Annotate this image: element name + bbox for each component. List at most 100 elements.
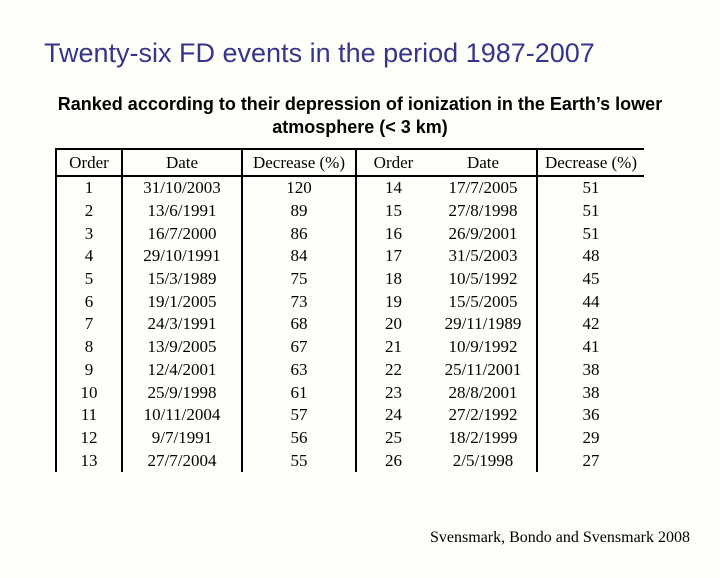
order-cell: 17 xyxy=(385,246,402,266)
header-date-right: Date xyxy=(430,148,538,177)
date-cell: 27/7/2004 xyxy=(122,449,243,472)
table-row: 4 29/10/1991 84 17 31/5/2003 48 xyxy=(55,245,644,268)
date-cell: 24/3/1991 xyxy=(122,313,243,336)
header-decrease-right: Decrease (%) xyxy=(537,148,644,177)
decrease-cell: 63 xyxy=(242,358,357,382)
table-row: 10 25/9/1998 61 23 28/8/2001 38 xyxy=(55,381,644,404)
order-cell: 23 xyxy=(385,382,402,402)
decrease-cell: 67 xyxy=(242,335,357,359)
date-cell: 13/9/2005 xyxy=(122,335,243,359)
order-cell: 18 xyxy=(385,269,402,289)
date-cell: 27/2/1992 xyxy=(430,403,538,427)
decrease-cell: 68 xyxy=(242,313,357,336)
date-cell: 15/5/2005 xyxy=(430,290,538,314)
date-cell: 17/7/2005 xyxy=(430,176,538,200)
decrease-cell: 38 xyxy=(582,382,600,402)
order-cell: 22 xyxy=(385,359,402,379)
header-order-left: Order xyxy=(55,148,123,177)
decrease-cell: 51 xyxy=(582,223,600,243)
subtitle-line-2: atmosphere (< 3 km) xyxy=(272,117,448,137)
decrease-cell: 41 xyxy=(582,337,600,357)
order-cell: 11 xyxy=(55,403,123,427)
table-row: 8 13/9/2005 67 21 10/9/1992 41 xyxy=(55,335,644,359)
subtitle-line-1: Ranked according to their depression of … xyxy=(57,94,663,114)
order-cell: 1 xyxy=(55,176,123,200)
order-cell: 24 xyxy=(385,405,402,425)
order-cell: 3 xyxy=(55,222,123,246)
date-cell: 25/11/2001 xyxy=(430,358,538,382)
table-row: 13 27/7/2004 55 26 2/5/1998 27 xyxy=(55,449,644,472)
decrease-cell: 38 xyxy=(582,359,600,379)
date-cell: 31/10/2003 xyxy=(122,176,243,200)
fd-events-table: Order Date Decrease (%) Order Date Decre… xyxy=(55,148,644,472)
date-cell: 12/4/2001 xyxy=(122,358,243,382)
decrease-cell: 75 xyxy=(242,267,357,291)
table-row: 2 13/6/1991 89 15 27/8/1998 51 xyxy=(55,199,644,223)
order-cell: 26 xyxy=(385,450,402,470)
order-cell: 10 xyxy=(55,381,123,404)
order-cell: 9 xyxy=(55,358,123,382)
order-cell: 14 xyxy=(385,178,402,198)
decrease-cell: 120 xyxy=(242,176,357,200)
date-cell: 26/9/2001 xyxy=(430,222,538,246)
table-body: 1 31/10/2003 120 14 17/7/2005 51 2 13/6/… xyxy=(55,176,644,472)
date-cell: 16/7/2000 xyxy=(122,222,243,246)
decrease-cell: 55 xyxy=(242,449,357,472)
decrease-cell: 89 xyxy=(242,199,357,223)
order-cell: 7 xyxy=(55,313,123,336)
order-cell: 16 xyxy=(385,223,402,243)
table-row: 11 10/11/2004 57 24 27/2/1992 36 xyxy=(55,403,644,427)
header-date-left: Date xyxy=(122,148,243,177)
slide-title: Twenty-six FD events in the period 1987-… xyxy=(44,38,595,68)
date-cell: 29/11/1989 xyxy=(430,313,538,336)
table-row: 3 16/7/2000 86 16 26/9/2001 51 xyxy=(55,222,644,246)
date-cell: 18/2/1999 xyxy=(430,426,538,450)
table-row: 6 19/1/2005 73 19 15/5/2005 44 xyxy=(55,290,644,314)
order-cell: 12 xyxy=(55,426,123,450)
date-cell: 27/8/1998 xyxy=(430,199,538,223)
date-cell: 10/5/1992 xyxy=(430,267,538,291)
decrease-cell: 44 xyxy=(582,291,600,311)
table-row: 5 15/3/1989 75 18 10/5/1992 45 xyxy=(55,267,644,291)
date-cell: 31/5/2003 xyxy=(430,245,538,268)
slide-subtitle: Ranked according to their depression of … xyxy=(0,93,720,139)
decrease-cell: 56 xyxy=(242,426,357,450)
decrease-cell: 61 xyxy=(242,381,357,404)
order-cell: 2 xyxy=(55,199,123,223)
order-cell: 5 xyxy=(55,267,123,291)
header-decrease-left: Decrease (%) xyxy=(242,148,357,177)
order-cell: 19 xyxy=(385,291,402,311)
order-cell: 25 xyxy=(385,427,402,447)
decrease-cell: 27 xyxy=(582,450,600,470)
decrease-cell: 29 xyxy=(582,427,600,447)
order-cell: 13 xyxy=(55,449,123,472)
decrease-cell: 84 xyxy=(242,245,357,268)
date-cell: 19/1/2005 xyxy=(122,290,243,314)
order-cell: 4 xyxy=(55,245,123,268)
table-row: 12 9/7/1991 56 25 18/2/1999 29 xyxy=(55,426,644,450)
decrease-cell: 51 xyxy=(582,178,600,198)
date-cell: 13/6/1991 xyxy=(122,199,243,223)
date-cell: 10/9/1992 xyxy=(430,335,538,359)
table-row: 1 31/10/2003 120 14 17/7/2005 51 xyxy=(55,176,644,200)
order-cell: 21 xyxy=(385,337,402,357)
decrease-cell: 45 xyxy=(582,269,600,289)
order-cell: 6 xyxy=(55,290,123,314)
order-cell: 20 xyxy=(385,314,402,334)
table-row: 9 12/4/2001 63 22 25/11/2001 38 xyxy=(55,358,644,382)
decrease-cell: 42 xyxy=(582,314,600,334)
date-cell: 28/8/2001 xyxy=(430,381,538,404)
citation: Svensmark, Bondo and Svensmark 2008 xyxy=(430,529,690,546)
decrease-cell: 73 xyxy=(242,290,357,314)
date-cell: 10/11/2004 xyxy=(122,403,243,427)
date-cell: 2/5/1998 xyxy=(430,449,538,472)
date-cell: 15/3/1989 xyxy=(122,267,243,291)
header-order-right: Order xyxy=(356,148,430,177)
table-row: 7 24/3/1991 68 20 29/11/1989 42 xyxy=(55,313,644,336)
decrease-cell: 86 xyxy=(242,222,357,246)
date-cell: 9/7/1991 xyxy=(122,426,243,450)
order-cell: 8 xyxy=(55,335,123,359)
decrease-cell: 48 xyxy=(582,246,600,266)
date-cell: 29/10/1991 xyxy=(122,245,243,268)
decrease-cell: 36 xyxy=(582,405,600,425)
